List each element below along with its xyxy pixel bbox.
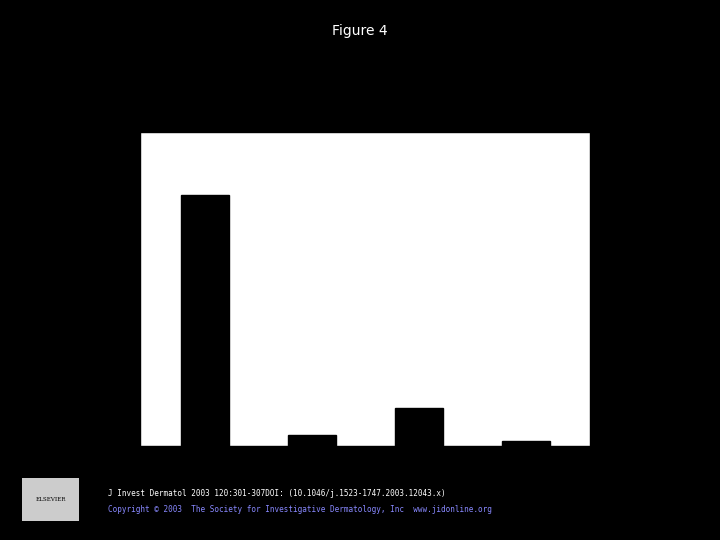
Bar <box>288 435 336 445</box>
Bar <box>502 441 550 445</box>
Text: Figure 4: Figure 4 <box>332 24 388 38</box>
Bar <box>181 195 229 446</box>
Text: J Invest Dermatol 2003 120:301-307DOI: (10.1046/j.1523-1747.2003.12043.x): J Invest Dermatol 2003 120:301-307DOI: (… <box>108 489 446 498</box>
Text: ELSEVIER: ELSEVIER <box>35 497 66 502</box>
X-axis label: Cell Type: Cell Type <box>330 473 401 487</box>
Y-axis label: Fold Increase Promoter Activity: Fold Increase Promoter Activity <box>89 165 104 413</box>
Bar <box>395 408 443 445</box>
Text: Copyright © 2003  The Society for Investigative Dermatology, Inc  www.jidonline.: Copyright © 2003 The Society for Investi… <box>108 505 492 514</box>
